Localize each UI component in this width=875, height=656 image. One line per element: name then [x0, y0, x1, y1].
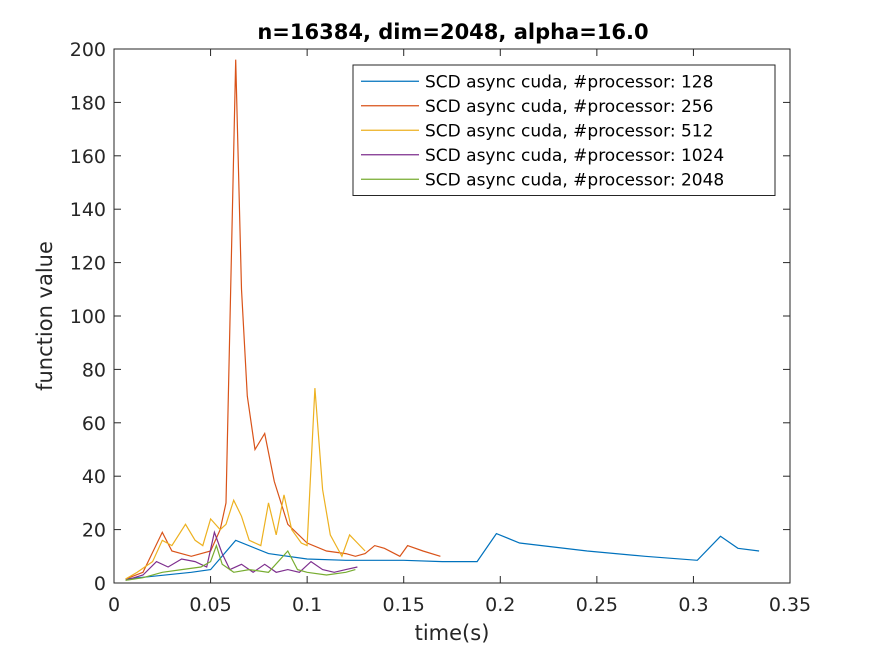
series-line-0	[125, 532, 760, 580]
x-tick-label: 0.05	[189, 594, 231, 616]
series-line-4	[125, 543, 356, 581]
x-tick-label: 0.25	[576, 594, 618, 616]
y-tick-label: 160	[70, 146, 106, 168]
y-tick-label: 180	[70, 92, 106, 114]
legend-box	[352, 64, 776, 196]
y-tick-label: 40	[82, 466, 106, 488]
y-tick-label: 0	[94, 573, 106, 595]
x-tick-label: 0.3	[678, 594, 708, 616]
ticks-layer: 0 0.05 0.1 0.15 0.2 0.25 0.3 0.35 0 20 40 60 80 100 12…	[70, 39, 811, 616]
y-tick-label: 140	[70, 199, 106, 221]
y-tick-label: 120	[70, 253, 106, 275]
x-tick-label: 0	[108, 594, 120, 616]
chart-title: n=16384, dim=2048, alpha=16.0	[257, 20, 648, 44]
legend: SCD async cuda, #processor: 128 SCD async…	[352, 64, 776, 196]
legend-entry-4: SCD async cuda, #processor: 2048	[425, 170, 724, 190]
y-tick-label: 20	[82, 520, 106, 542]
legend-entry-1: SCD async cuda, #processor: 256	[425, 97, 713, 117]
series-line-1	[125, 59, 441, 580]
legend-entry-3: SCD async cuda, #processor: 1024	[425, 146, 724, 166]
x-tick-label: 0.2	[485, 594, 515, 616]
y-tick-label: 60	[82, 413, 106, 435]
y-tick-label: 80	[82, 359, 106, 381]
x-tick-label: 0.15	[383, 594, 425, 616]
y-tick-label: 100	[70, 306, 106, 328]
series-line-2	[125, 388, 366, 580]
legend-entry-0: SCD async cuda, #processor: 128	[425, 72, 713, 92]
y-tick-label: 200	[70, 39, 106, 61]
series-layer	[125, 59, 760, 581]
x-axis-label: time(s)	[415, 621, 490, 645]
legend-entry-2: SCD async cuda, #processor: 512	[425, 121, 713, 141]
x-tick-label: 0.1	[292, 594, 322, 616]
series-line-3	[125, 530, 358, 581]
y-axis-label: function value	[33, 241, 57, 391]
x-tick-label: 0.35	[769, 594, 811, 616]
